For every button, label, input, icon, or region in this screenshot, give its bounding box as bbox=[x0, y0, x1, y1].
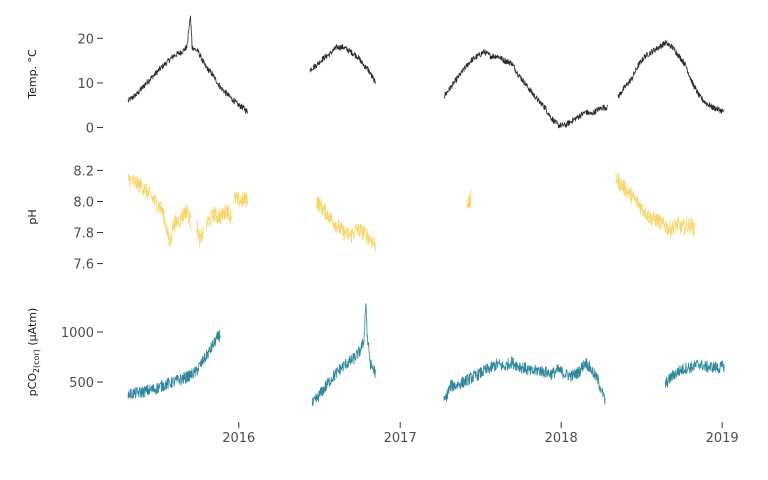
series-line-temp-segment-1 bbox=[127, 15, 248, 114]
y-axis-title-temp: Temp. °C bbox=[26, 49, 39, 100]
y-axis-title-pco2: pCO2(cor) (μAtm) bbox=[26, 308, 41, 397]
series-line-ph-segment-4 bbox=[233, 191, 248, 208]
y-tick-label-temp: 0 bbox=[86, 122, 94, 137]
x-tick-label: 2017 bbox=[384, 431, 417, 446]
series-line-ph-segment-2 bbox=[196, 219, 204, 248]
series-line-pco2-segment-3 bbox=[443, 356, 606, 405]
panel-pco2: pCO2(cor) (μAtm) 500 1000 bbox=[26, 303, 725, 407]
y-axis-title-main: pCO bbox=[26, 373, 39, 397]
y-tick-label-temp: 20 bbox=[77, 32, 94, 47]
y-tick-label-ph: 7.6 bbox=[73, 258, 94, 273]
series-line-ph-segment-1 bbox=[127, 173, 192, 248]
y-axis-title-subscript: 2(cor) bbox=[32, 349, 41, 373]
series-line-ph-segment-3 bbox=[206, 203, 232, 231]
y-tick-label-pco2: 500 bbox=[69, 376, 94, 391]
y-axis-title-unit: (μAtm) bbox=[26, 308, 39, 349]
x-tick-label: 2016 bbox=[222, 431, 255, 446]
y-axis-title-main: Temp. °C bbox=[26, 49, 39, 100]
series-line-temp-segment-4 bbox=[617, 39, 725, 114]
y-tick-label-temp: 10 bbox=[77, 77, 94, 92]
series-line-temp-segment-2 bbox=[309, 44, 376, 85]
series-line-pco2-segment-2 bbox=[311, 303, 376, 407]
y-axis-title-ph: pH bbox=[26, 209, 39, 224]
y-tick-label-ph: 8.2 bbox=[73, 164, 94, 179]
series-line-ph-segment-6 bbox=[466, 190, 472, 209]
panel-temp: Temp. °C 0 10 20 bbox=[26, 15, 725, 137]
series-line-pco2-segment-4 bbox=[664, 359, 725, 388]
panel-ph: pH 7.6 7.8 8.0 8.2 bbox=[26, 164, 696, 273]
y-axis-title-main: pH bbox=[26, 209, 39, 224]
series-line-ph-segment-7 bbox=[615, 171, 696, 238]
y-tick-label-ph: 8.0 bbox=[73, 195, 94, 210]
x-tick-label: 2018 bbox=[545, 431, 578, 446]
series-line-temp-segment-3 bbox=[443, 48, 608, 129]
series-line-pco2-segment-1 bbox=[127, 329, 221, 400]
y-tick-label-ph: 7.8 bbox=[73, 227, 94, 242]
y-tick-label-pco2: 1000 bbox=[61, 326, 94, 341]
x-axis: 2016 2017 2018 2019 bbox=[222, 422, 739, 446]
x-tick-label: 2019 bbox=[706, 431, 739, 446]
series-line-ph-segment-5 bbox=[316, 196, 376, 253]
